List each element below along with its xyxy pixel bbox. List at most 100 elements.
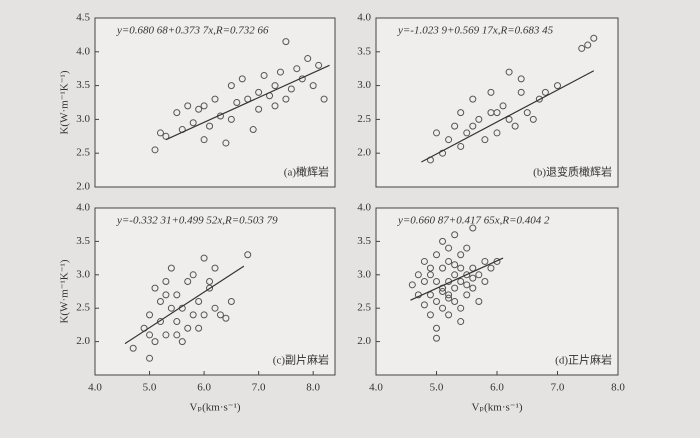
point	[439, 304, 447, 312]
point	[584, 41, 592, 49]
point	[475, 298, 483, 306]
equation: y=0.660 87+0.417 65x,R=0.404 2	[397, 215, 550, 227]
x-tick-label: 6.0	[197, 382, 211, 394]
point	[195, 298, 203, 306]
point	[445, 244, 453, 252]
point	[481, 257, 489, 265]
point	[151, 338, 159, 346]
point	[439, 264, 447, 272]
point	[162, 291, 170, 299]
point	[293, 65, 301, 73]
fit-line	[165, 64, 330, 141]
point	[463, 244, 471, 252]
point	[184, 277, 192, 285]
point	[238, 75, 246, 83]
point	[173, 318, 181, 326]
point	[184, 102, 192, 110]
point	[445, 136, 453, 144]
point	[457, 264, 465, 272]
y-tick-label: 2.0	[357, 335, 371, 347]
y-tick-label: 4.0	[76, 202, 90, 214]
y-tick-label: 2.5	[76, 147, 90, 159]
plot-area	[375, 17, 619, 188]
point	[408, 281, 416, 289]
point	[433, 334, 440, 342]
equation: y=0.680 68+0.373 7x,R=0.732 66	[116, 25, 269, 37]
point	[463, 281, 471, 289]
y-tick-label: 2.0	[357, 147, 371, 159]
point	[433, 129, 440, 137]
point	[244, 251, 252, 259]
point	[523, 109, 531, 117]
x-tick-label: 4.0	[369, 382, 383, 394]
point	[505, 115, 513, 123]
x-axis-label: Vₚ(km·s⁻¹)	[189, 402, 240, 414]
point	[276, 68, 284, 76]
point	[156, 298, 164, 306]
point	[426, 311, 434, 319]
y-tick-label: 3.5	[357, 45, 371, 57]
point	[173, 109, 181, 117]
panel-label: (b)退变质橄辉岩	[533, 165, 612, 179]
point	[426, 264, 434, 272]
point	[200, 311, 208, 319]
point	[541, 88, 549, 96]
point	[457, 142, 465, 150]
point	[439, 237, 447, 245]
point	[414, 271, 422, 279]
point	[493, 257, 501, 265]
y-tick-label: 3.0	[76, 113, 90, 125]
y-tick-label: 2.5	[76, 302, 90, 314]
point	[167, 264, 175, 272]
point	[200, 254, 208, 262]
point	[469, 224, 477, 232]
point	[200, 136, 208, 144]
point	[439, 288, 447, 295]
point	[451, 231, 459, 239]
point	[463, 129, 471, 137]
point	[487, 264, 495, 272]
point	[457, 251, 465, 259]
y-tick-label: 2.5	[357, 113, 371, 125]
point	[282, 38, 290, 46]
point	[433, 251, 440, 259]
point	[511, 122, 519, 130]
point	[475, 115, 483, 123]
point	[206, 284, 214, 292]
point	[457, 318, 465, 326]
point	[529, 115, 537, 123]
point	[195, 105, 203, 113]
point	[167, 304, 175, 312]
point	[433, 298, 440, 306]
point	[146, 331, 154, 339]
point	[463, 291, 471, 299]
point	[211, 264, 219, 272]
point	[146, 311, 154, 319]
plot-area	[94, 207, 336, 376]
point	[211, 304, 219, 312]
point	[445, 291, 453, 299]
point	[309, 82, 317, 90]
point	[260, 71, 268, 79]
equation: y=-0.332 31+0.499 52x,R=0.503 79	[116, 215, 278, 227]
point	[287, 85, 295, 93]
point	[499, 102, 507, 110]
y-axis-label: K(W·m⁻¹K⁻¹)	[59, 259, 71, 323]
point	[457, 277, 465, 285]
point	[162, 277, 170, 285]
point	[222, 314, 230, 322]
x-tick-label: 7.0	[551, 382, 565, 394]
point	[200, 102, 208, 110]
y-tick-label: 2.5	[357, 302, 371, 314]
point	[426, 271, 434, 279]
point	[420, 301, 428, 309]
point	[469, 95, 477, 103]
fit-line	[410, 257, 504, 301]
fit-line	[421, 70, 595, 163]
point	[469, 264, 477, 272]
point	[315, 61, 323, 69]
y-tick-label: 3.0	[357, 79, 371, 91]
point	[271, 82, 279, 90]
y-tick-label: 4.0	[357, 202, 371, 214]
point	[129, 344, 137, 352]
